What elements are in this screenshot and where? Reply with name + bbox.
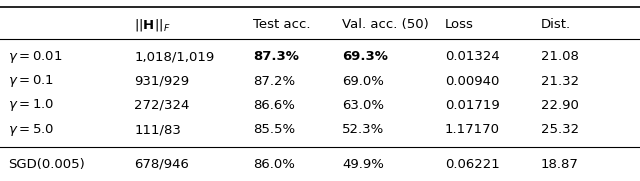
Text: 87.2%: 87.2%: [253, 75, 295, 88]
Text: 0.00940: 0.00940: [445, 75, 499, 88]
Text: 931/929: 931/929: [134, 75, 189, 88]
Text: 86.6%: 86.6%: [253, 99, 294, 112]
Text: Val. acc. (50): Val. acc. (50): [342, 18, 429, 31]
Text: SGD(0.005): SGD(0.005): [8, 158, 84, 171]
Text: 21.32: 21.32: [541, 75, 579, 88]
Text: $\gamma = 0.01$: $\gamma = 0.01$: [8, 49, 62, 65]
Text: 1,018/1,019: 1,018/1,019: [134, 50, 214, 63]
Text: 87.3%: 87.3%: [253, 50, 299, 63]
Text: 0.01719: 0.01719: [445, 99, 500, 112]
Text: 52.3%: 52.3%: [342, 123, 385, 136]
Text: 49.9%: 49.9%: [342, 158, 384, 171]
Text: 0.06221: 0.06221: [445, 158, 500, 171]
Text: 678/946: 678/946: [134, 158, 189, 171]
Text: 0.01324: 0.01324: [445, 50, 500, 63]
Text: 25.32: 25.32: [541, 123, 579, 136]
Text: 18.87: 18.87: [541, 158, 579, 171]
Text: $\gamma = 1.0$: $\gamma = 1.0$: [8, 98, 54, 113]
Text: $||\mathbf{H}||_F$: $||\mathbf{H}||_F$: [134, 17, 171, 33]
Text: 86.0%: 86.0%: [253, 158, 294, 171]
Text: 272/324: 272/324: [134, 99, 190, 112]
Text: $\gamma = 0.1$: $\gamma = 0.1$: [8, 73, 54, 89]
Text: Loss: Loss: [445, 18, 474, 31]
Text: 69.3%: 69.3%: [342, 50, 388, 63]
Text: 1.17170: 1.17170: [445, 123, 500, 136]
Text: 85.5%: 85.5%: [253, 123, 295, 136]
Text: 21.08: 21.08: [541, 50, 579, 63]
Text: 69.0%: 69.0%: [342, 75, 384, 88]
Text: $\gamma = 5.0$: $\gamma = 5.0$: [8, 122, 54, 138]
Text: Test acc.: Test acc.: [253, 18, 310, 31]
Text: 111/83: 111/83: [134, 123, 181, 136]
Text: Dist.: Dist.: [541, 18, 571, 31]
Text: 22.90: 22.90: [541, 99, 579, 112]
Text: 63.0%: 63.0%: [342, 99, 385, 112]
